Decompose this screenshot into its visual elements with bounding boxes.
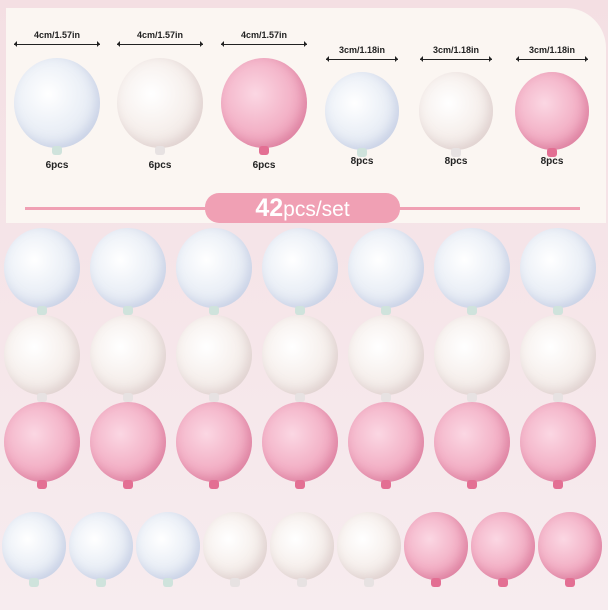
grid-balloon-blue — [434, 228, 510, 308]
grid-balloon-cream — [434, 315, 510, 395]
sample-balloon-blue — [14, 57, 100, 149]
size-label: 3cm/1.18in — [338, 45, 386, 55]
balloon-knot — [565, 577, 575, 587]
grid-balloon-cream — [90, 315, 166, 395]
balloon-knot — [295, 479, 305, 489]
balloon-knot — [547, 147, 557, 157]
piece-count: 8pcs — [540, 156, 564, 167]
balloon-knot — [381, 305, 391, 315]
sample-balloon-cream — [419, 72, 493, 150]
sample-balloon-pink — [221, 57, 307, 149]
grid-balloon-pink — [538, 512, 602, 580]
grid-balloon-cream — [348, 315, 424, 395]
grid-balloon-blue — [262, 228, 338, 308]
balloon-knot — [357, 147, 367, 157]
piece-count: 6pcs — [148, 160, 172, 171]
grid-balloon-cream — [4, 315, 80, 395]
set-count: 42 — [255, 194, 284, 222]
grid-balloon-blue — [90, 228, 166, 308]
grid-balloon-blue — [4, 228, 80, 308]
balloon-knot — [553, 392, 563, 402]
size-label: 3cm/1.18in — [432, 45, 480, 55]
grid-balloon-cream — [520, 315, 596, 395]
balloon-knot — [123, 479, 133, 489]
sample-balloon-pink — [515, 72, 589, 150]
balloon-knot — [37, 305, 47, 315]
width-arrow-icon — [117, 41, 203, 47]
set-unit: pcs/set — [283, 198, 350, 221]
grid-balloon-blue — [2, 512, 66, 580]
size-label: 3cm/1.18in — [528, 45, 576, 55]
sample-balloon-blue — [325, 72, 399, 150]
balloon-knot — [498, 577, 508, 587]
balloon-knot — [364, 577, 374, 587]
balloon-knot — [37, 479, 47, 489]
balloon-knot — [52, 146, 62, 156]
grid-balloon-cream — [270, 512, 334, 580]
width-arrow-icon — [221, 41, 307, 47]
balloon-knot — [163, 577, 173, 587]
balloon-knot — [553, 479, 563, 489]
balloon-knot — [381, 479, 391, 489]
sample-balloon-cream — [117, 57, 203, 149]
set-count-banner: 42pcs/set — [205, 193, 400, 223]
grid-balloon-blue — [176, 228, 252, 308]
grid-balloon-pink — [434, 402, 510, 482]
grid-balloon-cream — [337, 512, 401, 580]
size-label: 4cm/1.57in — [33, 30, 81, 40]
piece-count: 6pcs — [45, 160, 69, 171]
piece-count: 8pcs — [444, 156, 468, 167]
balloon-knot — [297, 577, 307, 587]
balloon-knot — [467, 305, 477, 315]
width-arrow-icon — [326, 56, 398, 62]
balloon-knot — [209, 305, 219, 315]
balloon-knot — [295, 392, 305, 402]
grid-balloon-cream — [176, 315, 252, 395]
width-arrow-icon — [420, 56, 492, 62]
grid-balloon-pink — [90, 402, 166, 482]
piece-count: 6pcs — [252, 160, 276, 171]
grid-balloon-pink — [262, 402, 338, 482]
width-arrow-icon — [14, 41, 100, 47]
grid-balloon-blue — [136, 512, 200, 580]
balloon-knot — [123, 305, 133, 315]
balloon-knot — [467, 392, 477, 402]
piece-count: 8pcs — [350, 156, 374, 167]
grid-balloon-blue — [348, 228, 424, 308]
balloon-knot — [96, 577, 106, 587]
balloon-knot — [259, 146, 269, 156]
balloon-knot — [209, 479, 219, 489]
balloon-knot — [553, 305, 563, 315]
size-label: 4cm/1.57in — [136, 30, 184, 40]
grid-balloon-pink — [176, 402, 252, 482]
grid-balloon-pink — [404, 512, 468, 580]
balloon-knot — [295, 305, 305, 315]
balloon-knot — [431, 577, 441, 587]
grid-balloon-pink — [471, 512, 535, 580]
grid-balloon-cream — [262, 315, 338, 395]
grid-balloon-pink — [348, 402, 424, 482]
balloon-knot — [29, 577, 39, 587]
grid-balloon-cream — [203, 512, 267, 580]
grid-balloon-blue — [69, 512, 133, 580]
balloon-knot — [230, 577, 240, 587]
balloon-knot — [37, 392, 47, 402]
grid-balloon-blue — [520, 228, 596, 308]
balloon-knot — [381, 392, 391, 402]
divider-left — [25, 207, 215, 210]
grid-balloon-pink — [4, 402, 80, 482]
balloon-knot — [123, 392, 133, 402]
divider-right — [395, 207, 580, 210]
balloon-knot — [451, 147, 461, 157]
balloon-knot — [155, 146, 165, 156]
balloon-knot — [467, 479, 477, 489]
width-arrow-icon — [516, 56, 588, 62]
size-label: 4cm/1.57in — [240, 30, 288, 40]
grid-balloon-pink — [520, 402, 596, 482]
balloon-knot — [209, 392, 219, 402]
